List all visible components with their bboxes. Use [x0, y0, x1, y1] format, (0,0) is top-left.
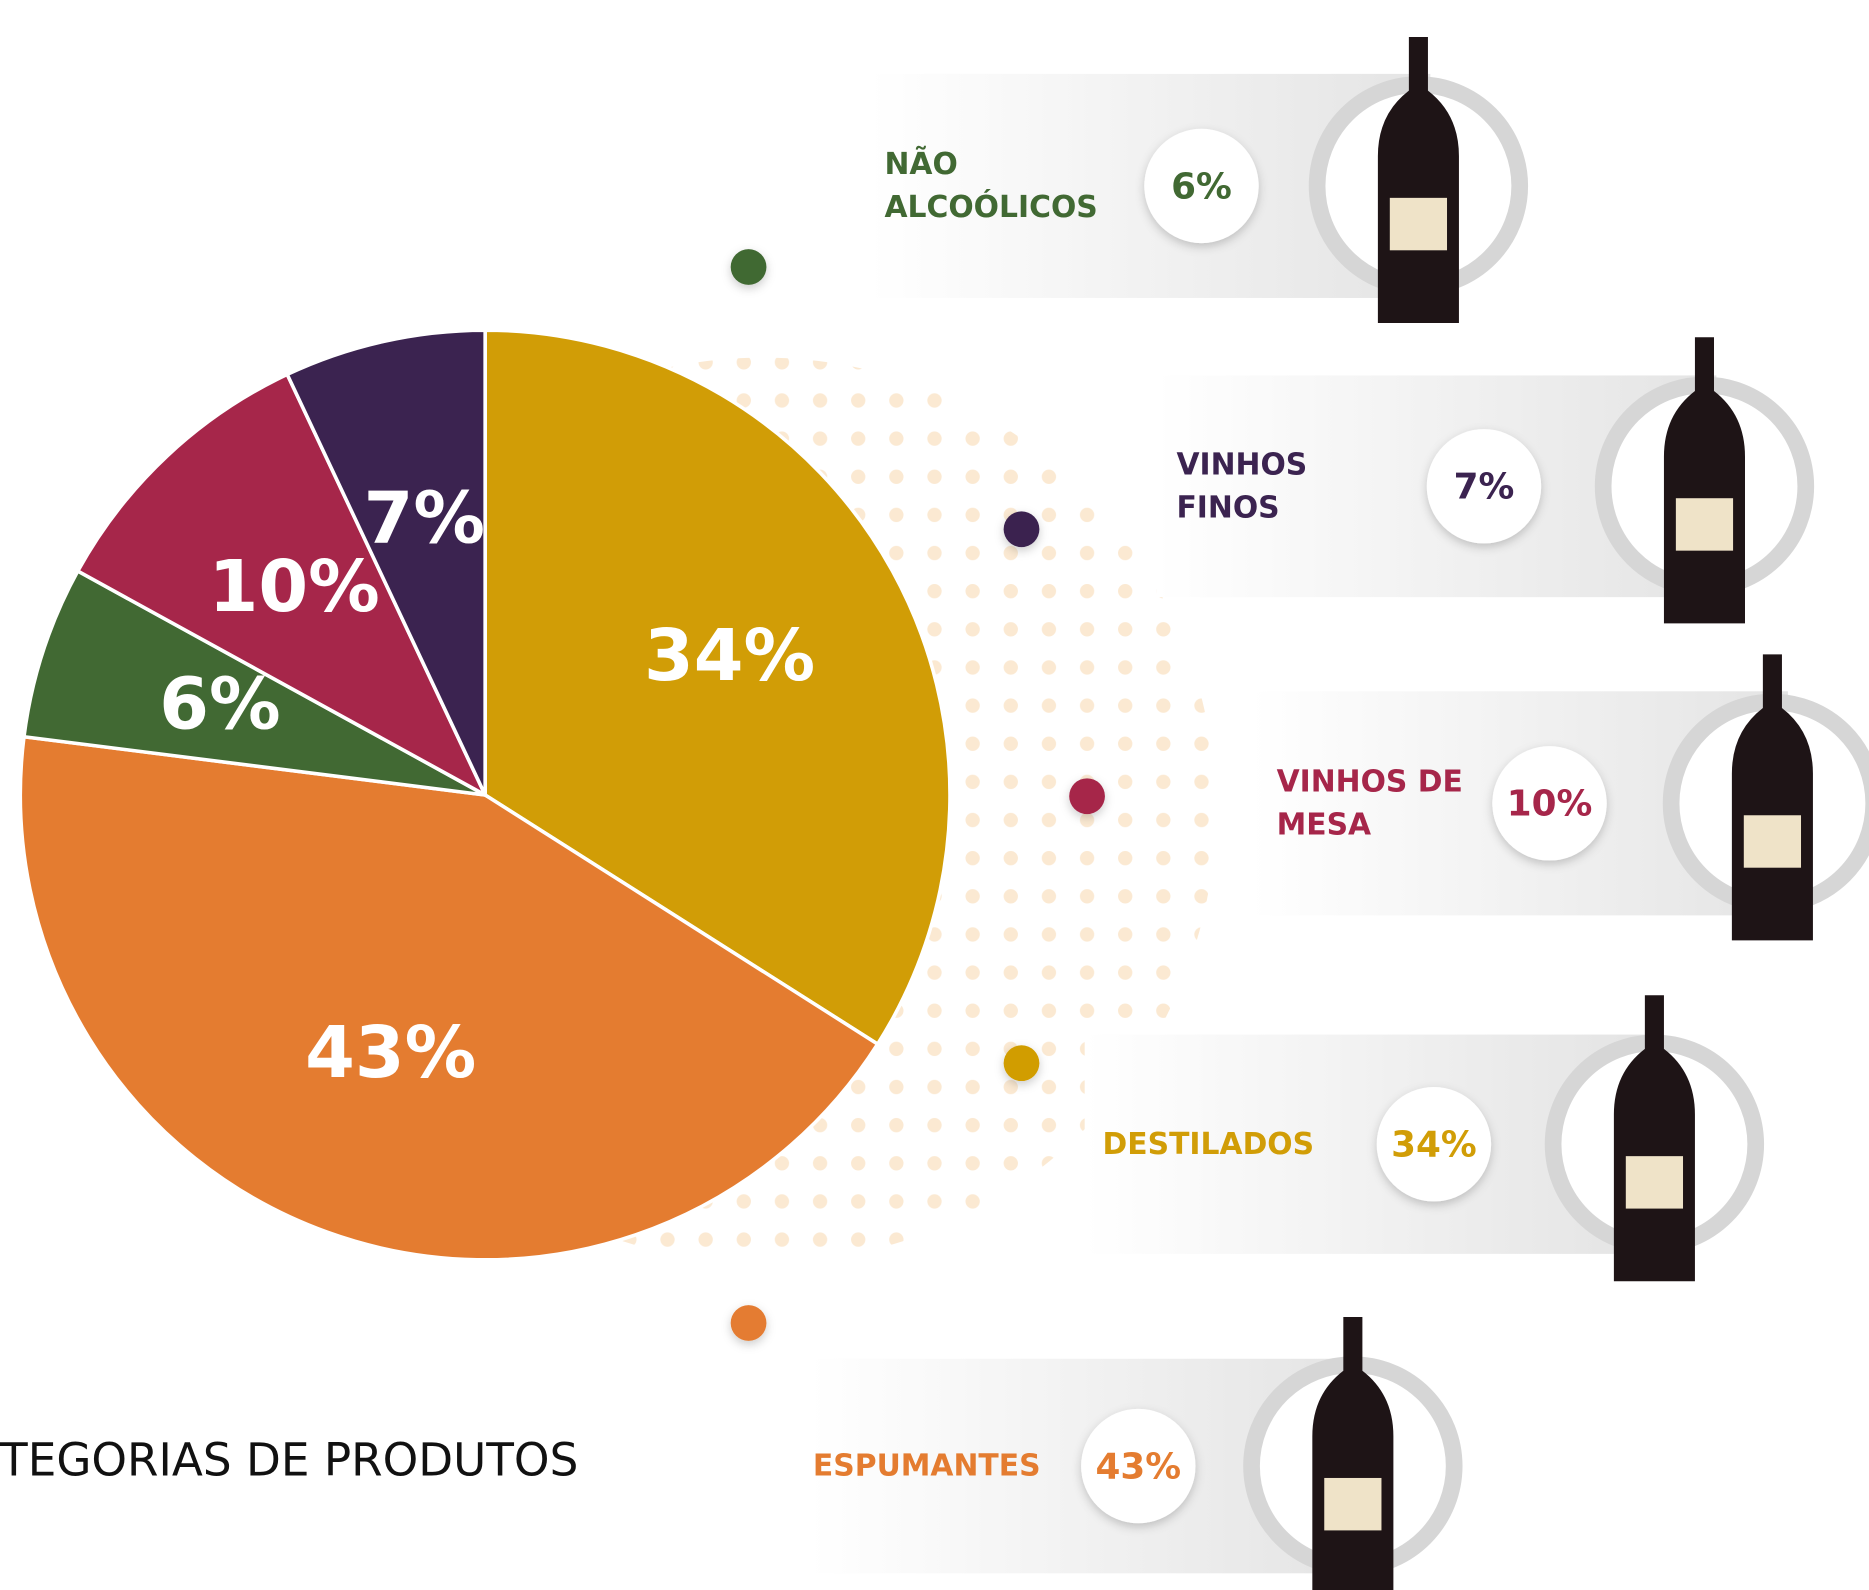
pie-slice: [75, 372, 490, 800]
bottle: [1312, 1317, 1394, 1590]
slice-label: 10%: [209, 545, 380, 628]
card-percent: 34%: [1391, 1125, 1477, 1166]
bottle-label: [1675, 498, 1734, 551]
cards: 6% NÃO ALCOÓLICOS 7% VINHOS FINOS 10% VINHOS …: [730, 36, 1869, 1590]
slice-label: 34%: [644, 614, 815, 697]
card-label: VINHOS DE MESA: [1276, 764, 1463, 842]
card-percent: 43%: [1096, 1446, 1182, 1487]
pct-circle: [1144, 128, 1259, 244]
bottle-label: [1743, 815, 1802, 868]
pie-slice: [18, 734, 881, 1262]
bottle-label: [1625, 1156, 1684, 1209]
card-label: ESPUMANTES: [812, 1448, 1041, 1483]
dot: [1069, 778, 1105, 815]
bottle-label: [1389, 197, 1448, 251]
bottle: [1731, 654, 1813, 941]
card-percent: 10%: [1507, 784, 1593, 825]
card-label: NÃO ALCOÓLICOS: [884, 146, 1098, 225]
dot: [1003, 511, 1040, 548]
chart-title: TEGORIAS DE PRODUTOS: [0, 1434, 578, 1487]
card-label-box: DESTILADOS: [1102, 1126, 1315, 1161]
pie: 34% 43% 6% 10%7%: [18, 328, 952, 1262]
pie-slice: [284, 328, 487, 796]
card-label-box: ESPUMANTES: [812, 1448, 1041, 1483]
slice-label: 7%: [364, 476, 485, 559]
dot: [730, 1305, 767, 1341]
pie-slice: [21, 568, 487, 797]
dot: [730, 249, 767, 285]
pie-slice: [483, 328, 952, 1047]
pct-circle: [1376, 1087, 1492, 1202]
pct-circle: [1492, 746, 1607, 861]
card-label-box: NÃO ALCOÓLICOS: [884, 146, 1098, 225]
card-label: VINHOS FINOS: [1176, 446, 1308, 525]
pct-circle: [1426, 429, 1542, 544]
bottle: [1663, 337, 1745, 624]
bottle: [1377, 36, 1459, 324]
slice-label: 43%: [305, 1011, 476, 1094]
card-label: DESTILADOS: [1102, 1126, 1315, 1161]
slice-label: 6%: [159, 662, 280, 745]
card-label-box: VINHOS FINOS: [1176, 446, 1308, 525]
bottle: [1613, 995, 1695, 1282]
card-label-box: VINHOS DE MESA: [1276, 764, 1463, 842]
dot: [1003, 1045, 1040, 1082]
card-percent: 7%: [1454, 467, 1515, 508]
card-percent: 6%: [1171, 166, 1232, 207]
pct-circle: [1081, 1408, 1196, 1524]
bottle-label: [1324, 1477, 1382, 1531]
